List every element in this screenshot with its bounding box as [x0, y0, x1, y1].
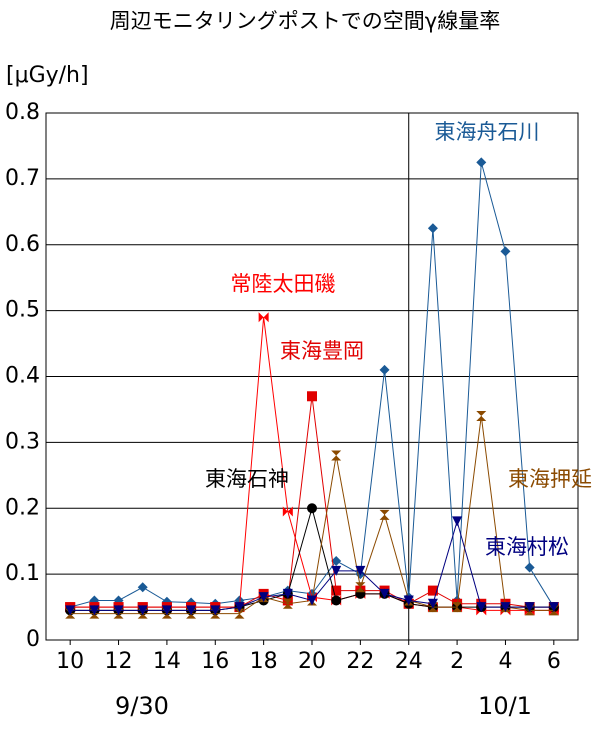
x-tick-label: 14 — [153, 649, 181, 674]
x-tick-label: 18 — [250, 649, 278, 674]
series-label: 東海石神 — [205, 467, 289, 491]
series-label: 東海豊岡 — [280, 339, 364, 363]
marker — [161, 605, 172, 616]
series-label: 東海村松 — [485, 535, 569, 559]
x-tick-label: 4 — [498, 649, 512, 674]
y-tick-label: 0.2 — [5, 495, 40, 520]
date-label: 10/1 — [478, 692, 532, 720]
y-tick-label: 0.4 — [5, 364, 40, 389]
marker — [331, 450, 342, 461]
y-tick-label: 0.1 — [5, 561, 40, 586]
marker — [307, 595, 317, 606]
series-label: 東海押延 — [508, 467, 592, 491]
series-label: 東海舟石川 — [435, 120, 540, 144]
marker — [355, 565, 366, 576]
marker — [355, 582, 366, 593]
marker — [307, 391, 317, 402]
x-tick-label: 10 — [56, 649, 84, 674]
marker — [65, 605, 76, 616]
marker — [548, 602, 559, 613]
marker — [379, 364, 390, 375]
marker — [476, 411, 487, 422]
marker — [379, 509, 390, 520]
marker — [500, 602, 511, 613]
x-tick-label: 12 — [105, 649, 133, 674]
y-tick-label: 0.6 — [5, 232, 40, 257]
marker — [379, 588, 390, 599]
marker — [113, 605, 124, 616]
marker — [137, 582, 148, 593]
marker — [427, 223, 438, 234]
marker — [427, 585, 438, 596]
marker — [476, 157, 487, 168]
x-tick-label: 20 — [298, 649, 326, 674]
marker — [331, 595, 342, 606]
marker — [331, 555, 342, 566]
x-tick-label: 2 — [450, 649, 464, 674]
x-tick-label: 16 — [201, 649, 229, 674]
y-tick-label: 0.5 — [5, 298, 40, 323]
y-tick-label: 0.3 — [5, 429, 40, 454]
marker — [524, 562, 535, 573]
series — [65, 516, 559, 616]
marker — [210, 605, 221, 616]
x-tick-label: 24 — [395, 649, 423, 674]
marker — [282, 598, 293, 609]
marker — [331, 585, 342, 596]
marker — [282, 588, 293, 599]
marker — [427, 598, 438, 609]
marker — [258, 592, 269, 603]
y-tick-label: 0 — [26, 627, 40, 652]
y-tick-label: 0.7 — [5, 166, 40, 191]
y-axis-label: [μGy/h] — [6, 63, 89, 88]
marker — [258, 312, 269, 323]
marker — [500, 246, 511, 257]
marker — [234, 608, 245, 619]
y-tick-label: 0.8 — [5, 100, 40, 125]
marker — [331, 565, 342, 576]
series-label: 常陸太田磯 — [231, 272, 336, 296]
marker — [137, 605, 148, 616]
marker — [307, 503, 317, 514]
marker — [403, 595, 414, 606]
marker — [89, 605, 100, 616]
marker — [282, 506, 293, 517]
marker — [186, 605, 197, 616]
date-label: 9/30 — [115, 692, 169, 720]
marker — [452, 516, 463, 527]
marker — [452, 602, 463, 613]
x-tick-label: 22 — [346, 649, 374, 674]
marker — [524, 602, 535, 613]
marker — [476, 602, 487, 613]
marker — [234, 602, 245, 613]
chart-title: 周辺モニタリングポストでの空間γ線量率 — [110, 9, 500, 33]
x-tick-label: 6 — [547, 649, 561, 674]
